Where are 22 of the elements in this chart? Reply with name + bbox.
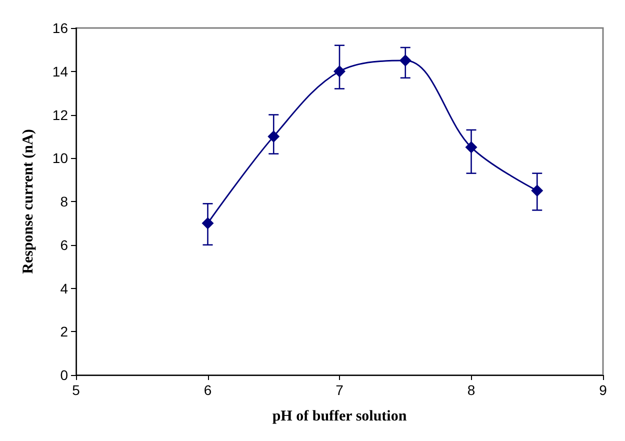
x-tick-label: 8 — [467, 382, 476, 398]
point — [268, 130, 280, 142]
x-tick-label: 5 — [72, 382, 80, 398]
point — [202, 217, 214, 230]
y-tick-label: 2 — [60, 324, 68, 340]
point — [465, 141, 478, 154]
x-tick-label: 7 — [336, 382, 344, 398]
point — [531, 184, 544, 197]
y-tick-label: 16 — [52, 20, 68, 36]
y-tick-label: 0 — [60, 367, 68, 383]
y-axis-title: Response current (nA) — [20, 129, 36, 274]
y-tick-label: 10 — [52, 150, 68, 166]
y-tick-label: 4 — [60, 280, 68, 296]
x-tick-label: 9 — [599, 382, 608, 398]
y-tick-label: 14 — [52, 63, 68, 80]
point — [399, 54, 412, 67]
y-tick-label: 12 — [52, 106, 68, 123]
y-tick-label: 6 — [60, 236, 68, 253]
x-tick-label: 6 — [204, 382, 212, 398]
y-tick-label: 8 — [60, 194, 68, 210]
x-axis-title: pH of buffer solution — [272, 408, 408, 424]
point — [334, 65, 346, 78]
